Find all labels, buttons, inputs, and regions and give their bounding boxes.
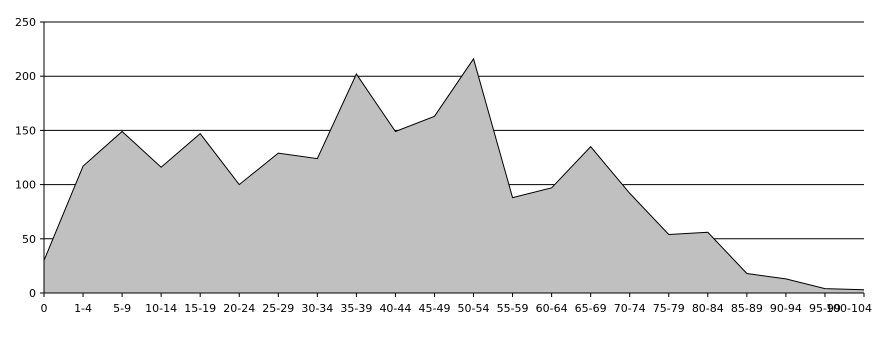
x-tick-label-70-74: 70-74 [614, 302, 646, 315]
x-tick-label-75-79: 75-79 [653, 302, 685, 315]
x-tick-label-35-39: 35-39 [340, 302, 372, 315]
x-tick-label-40-44: 40-44 [379, 302, 411, 315]
x-tick-label-1-4: 1-4 [74, 302, 92, 315]
area-fill [44, 58, 864, 293]
x-tick-label-60-64: 60-64 [536, 302, 568, 315]
x-tick-label-15-19: 15-19 [184, 302, 216, 315]
x-tick-label-80-84: 80-84 [692, 302, 724, 315]
x-tick-label-45-49: 45-49 [418, 302, 450, 315]
x-tick-label-20-24: 20-24 [223, 302, 255, 315]
x-tick-labels: 0 1-4 5-9 10-14 15-19 20-24 25-29 30-34 35-39 40-… [41, 302, 873, 315]
x-tick-label-55-59: 55-59 [497, 302, 529, 315]
x-tick-label-95-99: 95-99 [809, 302, 841, 315]
x-tick-label-25-29: 25-29 [262, 302, 294, 315]
y-tick-label-150: 150 [15, 124, 36, 137]
y-tick-label-200: 200 [15, 70, 36, 83]
x-tick-label-10-14: 10-14 [145, 302, 177, 315]
plot-area [43, 57, 865, 293]
y-tick-label-0: 0 [29, 287, 36, 300]
y-tick-label-100: 100 [15, 179, 36, 192]
x-tick-label-100-104: 100-104 [826, 302, 872, 315]
x-tick-label-30-34: 30-34 [301, 302, 333, 315]
y-tick-label-50: 50 [22, 233, 36, 246]
x-tick-label-85-89: 85-89 [731, 302, 763, 315]
x-tick-label-65-69: 65-69 [575, 302, 607, 315]
x-tick-label-5-9: 5-9 [113, 302, 131, 315]
axes [40, 21, 865, 297]
y-tick-labels: 0 50 100 150 200 250 [15, 16, 36, 300]
y-tick-label-250: 250 [15, 16, 36, 29]
series-line [43, 57, 865, 291]
x-tick-label-0: 0 [41, 302, 48, 315]
x-tick-label-90-94: 90-94 [770, 302, 802, 315]
x-tick-label-50-54: 50-54 [458, 302, 490, 315]
